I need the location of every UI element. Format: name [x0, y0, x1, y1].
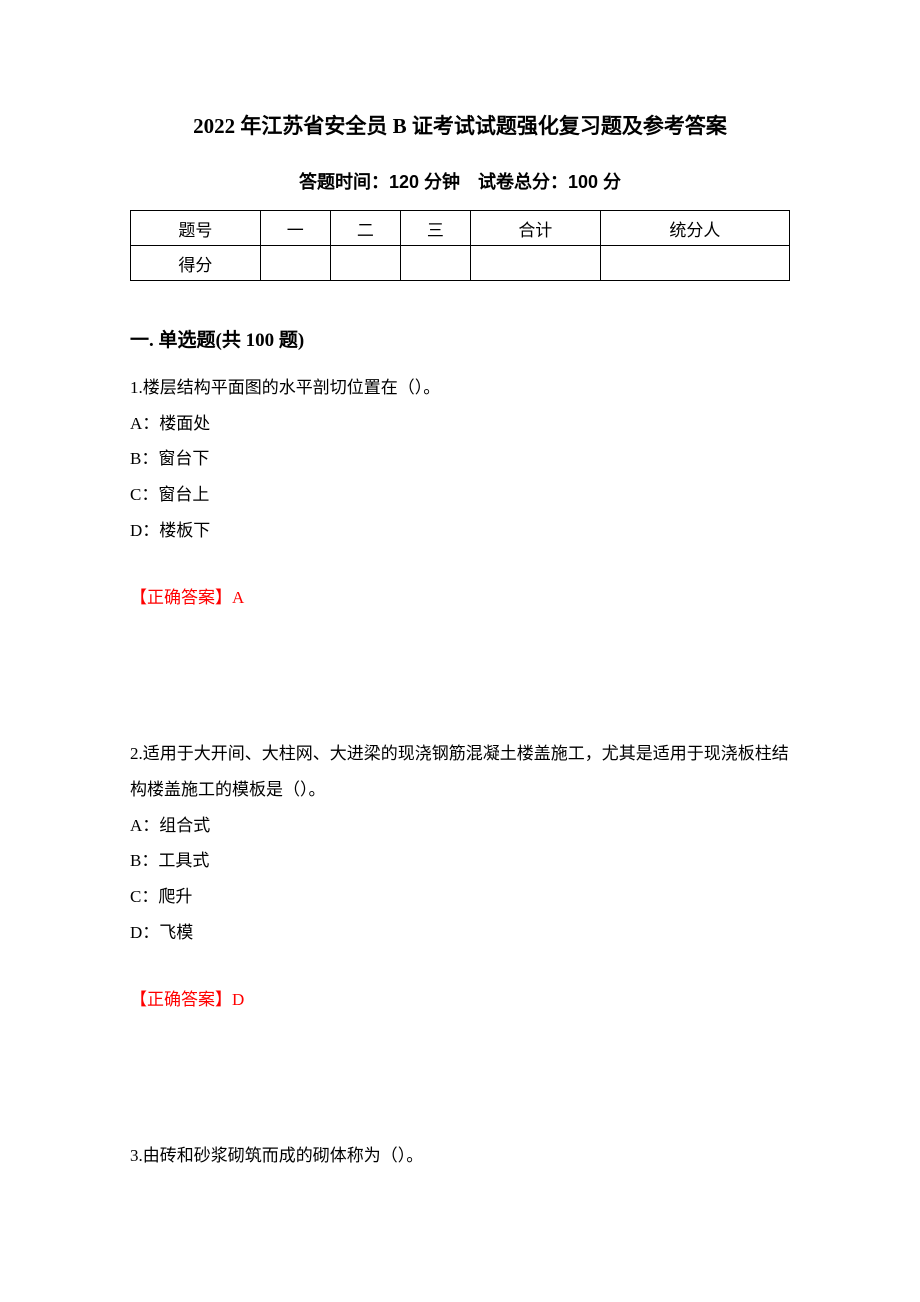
- answer-line: 【正确答案】D: [130, 982, 790, 1018]
- option-a: A：楼面处: [130, 406, 790, 442]
- option-c: C：爬升: [130, 879, 790, 915]
- exam-page: 2022 年江苏省安全员 B 证考试试题强化复习题及参考答案 答题时间：120 …: [0, 0, 920, 1302]
- question-number: 1.: [130, 378, 143, 397]
- time-label: 答题时间：: [299, 172, 389, 192]
- answer-value: D: [232, 990, 244, 1009]
- score-header-cell: 统分人: [600, 211, 789, 246]
- score-row-label: 得分: [131, 246, 261, 281]
- question-block: 1.楼层结构平面图的水平剖切位置在（）。 A：楼面处 B：窗台下 C：窗台上 D…: [130, 370, 790, 616]
- option-d: D：楼板下: [130, 513, 790, 549]
- score-header-cell: 三: [400, 211, 470, 246]
- answer-value: A: [232, 588, 244, 607]
- option-d: D：飞模: [130, 915, 790, 951]
- option-c: C：窗台上: [130, 477, 790, 513]
- question-stem: 楼层结构平面图的水平剖切位置在（）。: [143, 378, 441, 397]
- score-header-cell: 二: [330, 211, 400, 246]
- score-header-cell: 一: [260, 211, 330, 246]
- option-a: A：组合式: [130, 808, 790, 844]
- score-header-row: 题号 一 二 三 合计 统分人: [131, 211, 790, 246]
- meta-gap: [460, 172, 478, 192]
- score-empty-cell: [330, 246, 400, 281]
- question-stem: 适用于大开间、大柱网、大进梁的现浇钢筋混凝土楼盖施工，尤其是适用于现浇板柱结构楼…: [130, 744, 789, 799]
- score-empty-cell: [470, 246, 600, 281]
- question-text: 1.楼层结构平面图的水平剖切位置在（）。: [130, 370, 790, 406]
- question-stem: 由砖和砂浆砌筑而成的砌体称为（）。: [143, 1146, 424, 1165]
- answer-label: 【正确答案】: [130, 990, 232, 1009]
- exam-meta-line: 答题时间：120 分钟 试卷总分：100 分: [130, 168, 790, 194]
- page-title: 2022 年江苏省安全员 B 证考试试题强化复习题及参考答案: [130, 110, 790, 140]
- question-text: 2.适用于大开间、大柱网、大进梁的现浇钢筋混凝土楼盖施工，尤其是适用于现浇板柱结…: [130, 736, 790, 807]
- score-empty-cell: [260, 246, 330, 281]
- section-heading: 一. 单选题(共 100 题): [130, 325, 790, 352]
- score-header-cell: 合计: [470, 211, 600, 246]
- question-text: 3.由砖和砂浆砌筑而成的砌体称为（）。: [130, 1138, 790, 1174]
- score-value-row: 得分: [131, 246, 790, 281]
- score-empty-cell: [600, 246, 789, 281]
- score-empty-cell: [400, 246, 470, 281]
- score-table: 题号 一 二 三 合计 统分人 得分: [130, 210, 790, 281]
- answer-label: 【正确答案】: [130, 588, 232, 607]
- score-label: 试卷总分：: [478, 172, 568, 192]
- question-block: 3.由砖和砂浆砌筑而成的砌体称为（）。: [130, 1138, 790, 1174]
- question-number: 3.: [130, 1146, 143, 1165]
- question-block: 2.适用于大开间、大柱网、大进梁的现浇钢筋混凝土楼盖施工，尤其是适用于现浇板柱结…: [130, 736, 790, 1018]
- time-value: 120 分钟: [389, 172, 460, 192]
- score-header-cell: 题号: [131, 211, 261, 246]
- option-b: B：工具式: [130, 843, 790, 879]
- score-value: 100 分: [568, 172, 621, 192]
- answer-line: 【正确答案】A: [130, 580, 790, 616]
- question-number: 2.: [130, 744, 143, 763]
- option-b: B：窗台下: [130, 441, 790, 477]
